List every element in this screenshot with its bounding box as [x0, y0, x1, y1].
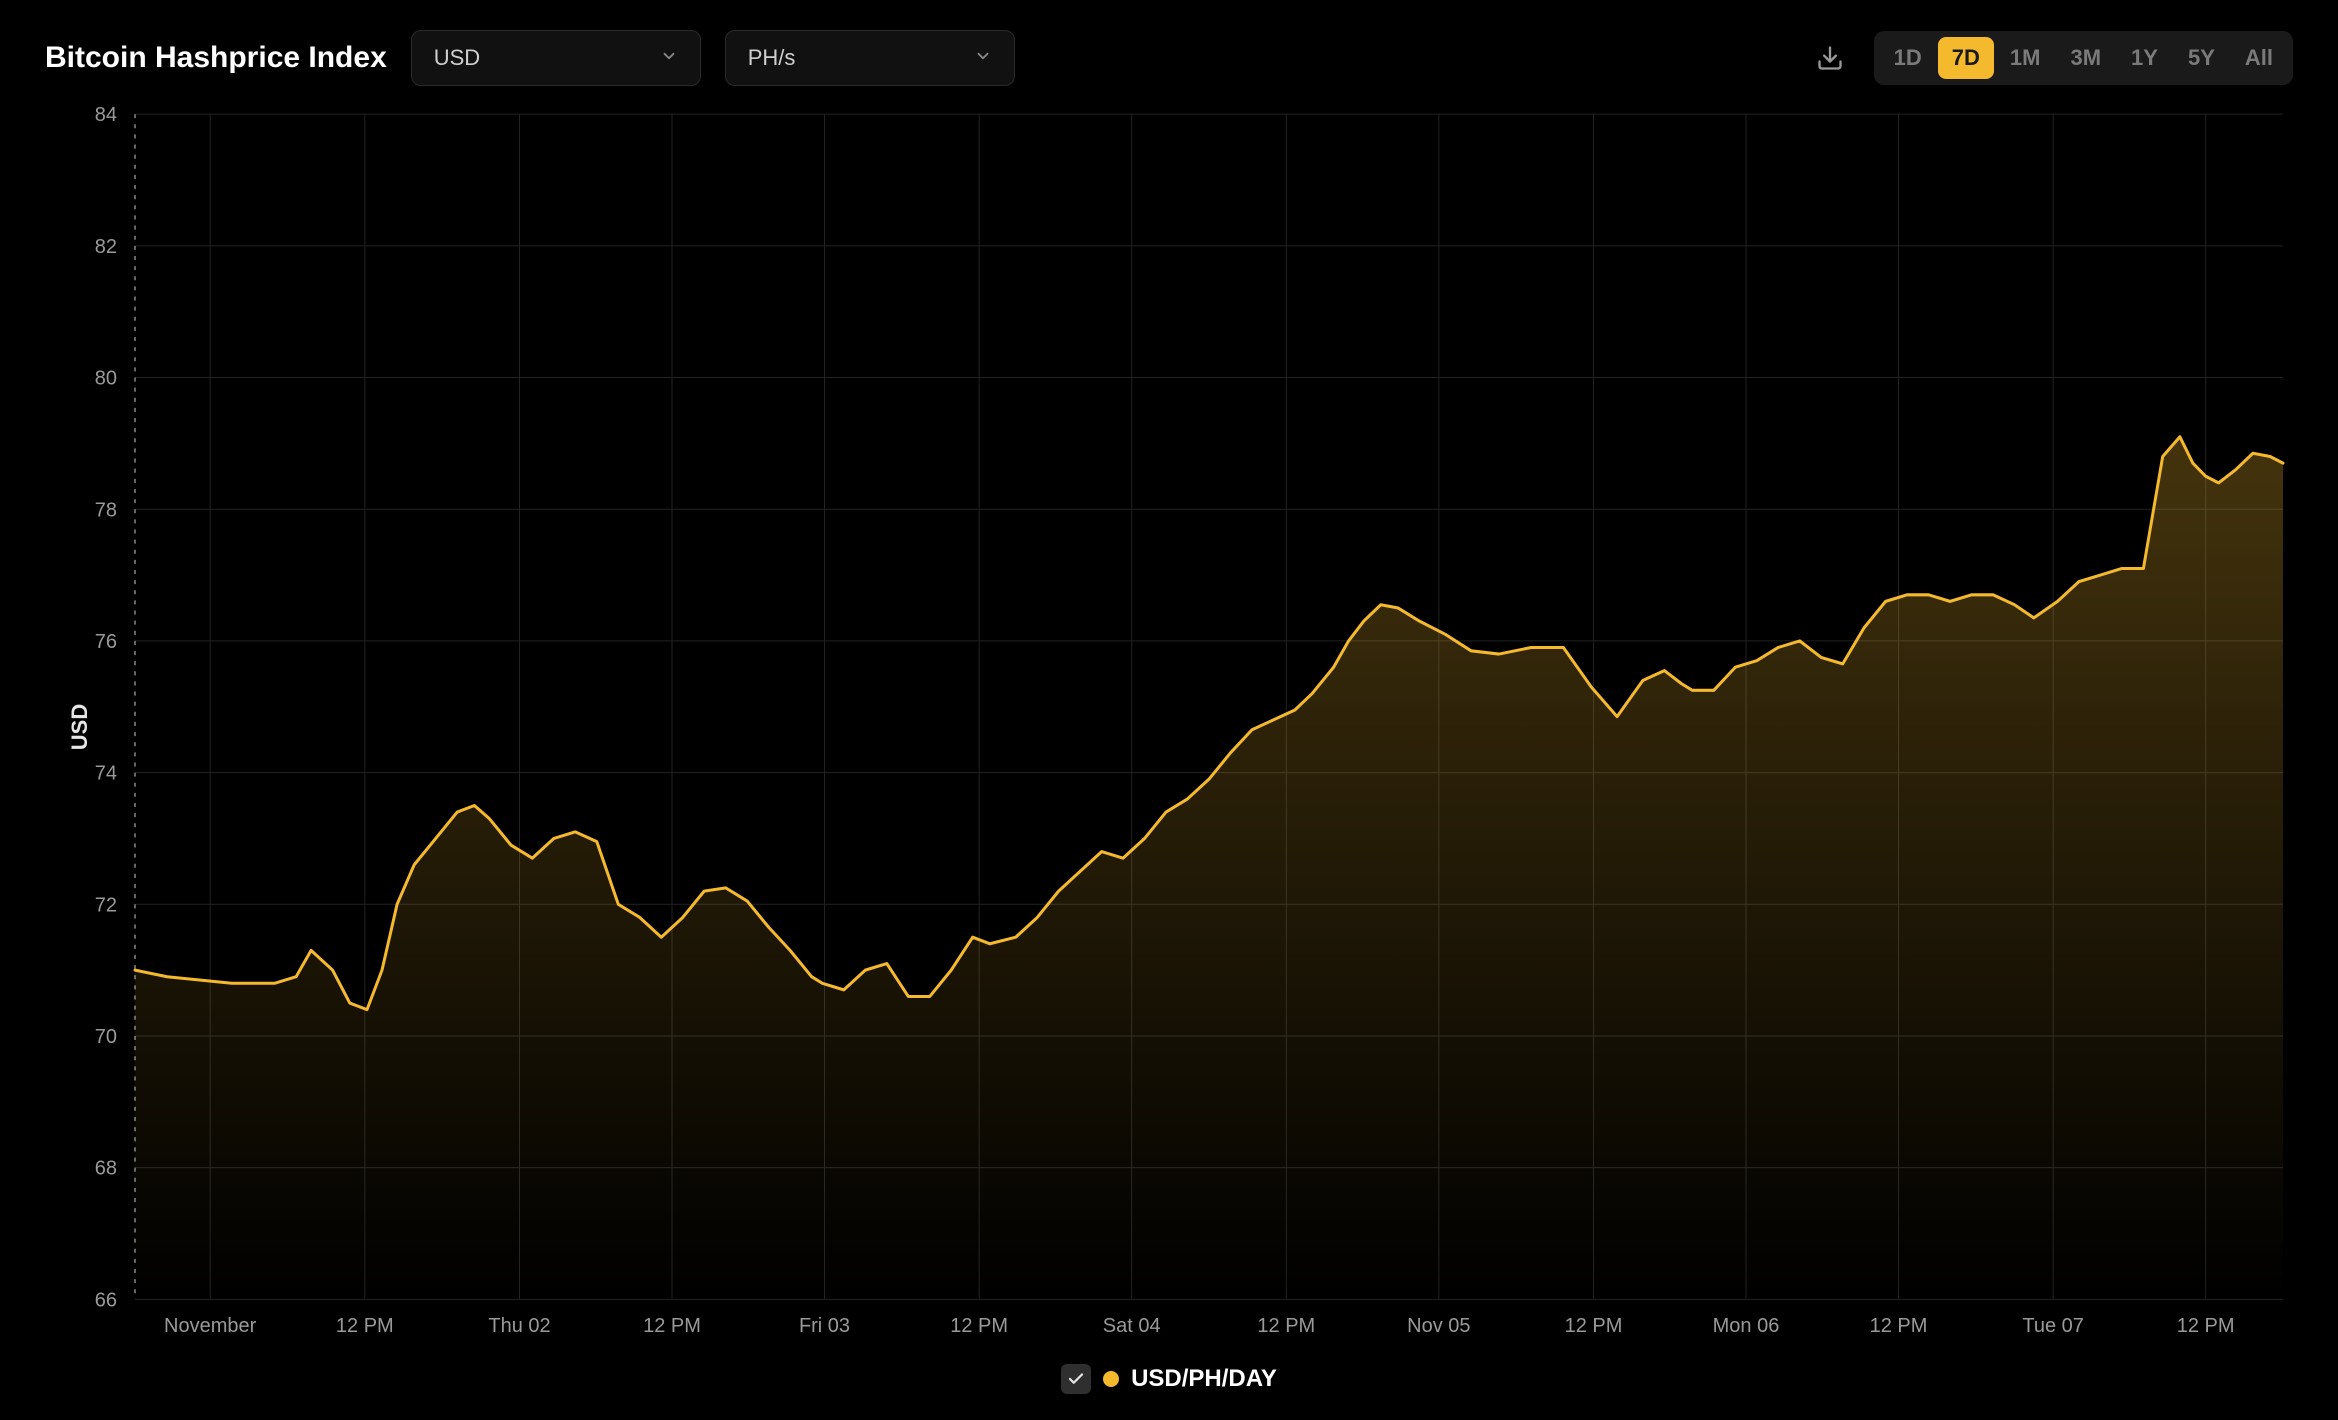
svg-text:12 PM: 12 PM: [2177, 1315, 2235, 1337]
chart-header: Bitcoin Hashprice Index USD PH/s 1D7D1M3…: [45, 30, 2293, 86]
chart-svg: 66 68 70 72 74 76 78 80 82 84 November 12 PM Thu 02 1…: [45, 104, 2293, 1350]
legend: USD/PH/DAY: [45, 1350, 2293, 1400]
svg-text:Fri 03: Fri 03: [799, 1315, 850, 1337]
legend-label: USD/PH/DAY: [1131, 1365, 1277, 1393]
unit-select[interactable]: PH/s: [725, 30, 1015, 86]
currency-select-value: USD: [434, 45, 480, 71]
svg-text:November: November: [164, 1315, 257, 1337]
download-icon: [1816, 44, 1844, 72]
range-btn-7d[interactable]: 7D: [1938, 37, 1994, 79]
svg-text:80: 80: [95, 367, 117, 389]
svg-text:12 PM: 12 PM: [1257, 1315, 1315, 1337]
range-btn-5y[interactable]: 5Y: [2174, 37, 2229, 79]
svg-text:66: 66: [95, 1289, 117, 1311]
legend-color-dot: [1103, 1371, 1119, 1387]
svg-text:Thu 02: Thu 02: [488, 1315, 550, 1337]
svg-text:68: 68: [95, 1158, 117, 1180]
svg-text:Sat 04: Sat 04: [1103, 1315, 1161, 1337]
y-axis-title: USD: [67, 704, 93, 750]
range-btn-3m[interactable]: 3M: [2056, 37, 2115, 79]
page-title: Bitcoin Hashprice Index: [45, 41, 387, 75]
chevron-down-icon: [974, 45, 992, 71]
unit-select-value: PH/s: [748, 45, 796, 71]
svg-text:70: 70: [95, 1026, 117, 1048]
svg-text:72: 72: [95, 894, 117, 916]
svg-text:12 PM: 12 PM: [643, 1315, 701, 1337]
svg-text:Mon 06: Mon 06: [1713, 1315, 1780, 1337]
svg-text:74: 74: [95, 763, 117, 785]
svg-text:76: 76: [95, 631, 117, 653]
range-btn-1y[interactable]: 1Y: [2117, 37, 2172, 79]
chart-area: USD 66 68 70 72 74 76 78 80 82 84 November 12 PM Thu…: [45, 104, 2293, 1350]
svg-text:12 PM: 12 PM: [1565, 1315, 1623, 1337]
svg-text:82: 82: [95, 236, 117, 258]
range-btn-1d[interactable]: 1D: [1880, 37, 1936, 79]
time-range-group: 1D7D1M3M1Y5YAll: [1874, 31, 2293, 85]
chevron-down-icon: [660, 45, 678, 71]
svg-text:84: 84: [95, 104, 117, 126]
range-btn-all[interactable]: All: [2231, 37, 2287, 79]
svg-text:78: 78: [95, 499, 117, 521]
currency-select[interactable]: USD: [411, 30, 701, 86]
legend-checkbox[interactable]: [1061, 1364, 1091, 1394]
range-btn-1m[interactable]: 1M: [1996, 37, 2055, 79]
svg-text:Tue 07: Tue 07: [2022, 1315, 2084, 1337]
svg-text:12 PM: 12 PM: [950, 1315, 1008, 1337]
download-button[interactable]: [1810, 38, 1850, 78]
svg-text:12 PM: 12 PM: [1870, 1315, 1928, 1337]
svg-text:12 PM: 12 PM: [336, 1315, 394, 1337]
svg-text:Nov 05: Nov 05: [1407, 1315, 1470, 1337]
